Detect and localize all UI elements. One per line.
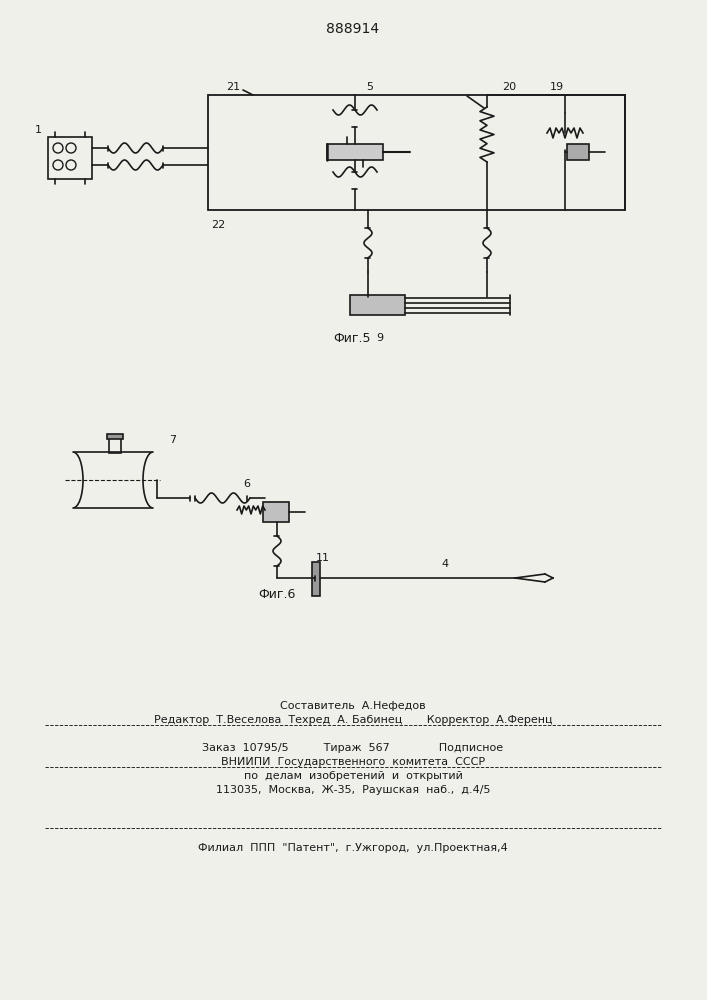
Bar xyxy=(350,295,405,315)
Text: Заказ  10795/5          Тираж  567              Подписное: Заказ 10795/5 Тираж 567 Подписное xyxy=(202,743,503,753)
Text: 21: 21 xyxy=(226,82,240,92)
Text: 22: 22 xyxy=(211,220,225,230)
Text: по  делам  изобретений  и  открытий: по делам изобретений и открытий xyxy=(244,771,462,781)
Bar xyxy=(567,144,589,160)
Text: 19: 19 xyxy=(550,82,564,92)
Bar xyxy=(109,438,121,453)
Bar xyxy=(263,502,289,522)
Bar xyxy=(107,434,123,439)
Text: Составитель  А.Нефедов: Составитель А.Нефедов xyxy=(280,701,426,711)
Text: Филиал  ППП  "Патент",  г.Ужгород,  ул.Проектная,4: Филиал ППП "Патент", г.Ужгород, ул.Проек… xyxy=(198,843,508,853)
Text: 6: 6 xyxy=(243,479,250,489)
Text: Фиг.5: Фиг.5 xyxy=(333,332,370,344)
Text: Фиг.6: Фиг.6 xyxy=(258,587,296,600)
Text: 5: 5 xyxy=(366,82,373,92)
Bar xyxy=(312,562,320,596)
Bar xyxy=(327,144,383,160)
Text: Редактор  Т.Веселова  Техред  А. Бабинец       Корректор  А.Ференц: Редактор Т.Веселова Техред А. Бабинец Ко… xyxy=(153,715,552,725)
Bar xyxy=(48,137,92,179)
Text: 888914: 888914 xyxy=(327,22,380,36)
Text: 113035,  Москва,  Ж-35,  Раушская  наб.,  д.4/5: 113035, Москва, Ж-35, Раушская наб., д.4… xyxy=(216,785,490,795)
Text: 7: 7 xyxy=(170,435,177,445)
Text: 20: 20 xyxy=(502,82,516,92)
Text: ВНИИПИ  Государственного  комитета  СССР: ВНИИПИ Государственного комитета СССР xyxy=(221,757,485,767)
Bar xyxy=(208,95,625,210)
Text: 4: 4 xyxy=(441,559,448,569)
Text: 1: 1 xyxy=(35,125,42,135)
Text: 11: 11 xyxy=(316,553,330,563)
Text: 9: 9 xyxy=(376,333,384,343)
